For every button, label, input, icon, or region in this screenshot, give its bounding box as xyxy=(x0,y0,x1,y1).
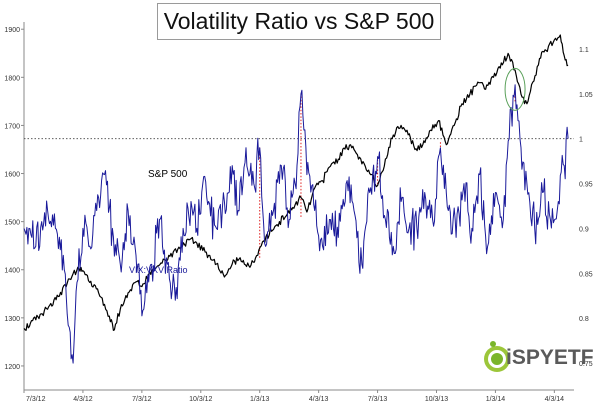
left-axis-ticks: 1200 1300 1400 1500 1600 1700 1800 1900 xyxy=(4,27,24,371)
chart-title-box: Volatility Ratio vs S&P 500 xyxy=(157,3,441,40)
left-tick-label: 1400 xyxy=(4,268,20,275)
left-tick-label: 1200 xyxy=(4,364,20,371)
x-tick-label: 7/3/12 xyxy=(26,396,46,403)
ispyetf-logo: iSPYETF xyxy=(482,339,594,377)
x-tick-label: 4/3/14 xyxy=(545,396,565,403)
right-tick-label: 1 xyxy=(579,137,583,144)
left-tick-label: 1800 xyxy=(4,75,20,82)
x-tick-label: 1/3/13 xyxy=(250,396,270,403)
x-tick-label: 10/3/13 xyxy=(425,396,448,403)
x-tick-label: 4/3/12 xyxy=(73,396,93,403)
chart-title: Volatility Ratio vs S&P 500 xyxy=(163,8,435,34)
drop-lines-group xyxy=(259,84,516,258)
right-tick-label: 0.85 xyxy=(579,271,593,278)
right-axis-ticks: 0.75 0.8 0.85 0.9 0.95 1 1.05 1.1 xyxy=(579,47,593,368)
right-tick-label: 0.95 xyxy=(579,182,593,189)
x-tick-label: 10/3/12 xyxy=(189,396,212,403)
sp500-label: S&P 500 xyxy=(148,169,188,180)
left-tick-label: 1900 xyxy=(4,27,20,34)
x-tick-label: 4/3/13 xyxy=(309,396,329,403)
left-tick-label: 1300 xyxy=(4,316,20,323)
right-tick-label: 0.8 xyxy=(579,316,589,323)
vix-vxv-ratio-line xyxy=(23,84,569,364)
x-axis-ticks: 7/3/12 4/3/12 7/3/12 10/3/12 1/3/13 4/3/13 7/3… xyxy=(23,390,565,403)
sp500-line xyxy=(23,34,569,331)
right-tick-label: 0.75 xyxy=(579,361,593,368)
x-tick-label: 1/3/14 xyxy=(486,396,506,403)
right-tick-label: 0.9 xyxy=(579,226,589,233)
left-tick-label: 1500 xyxy=(4,220,20,227)
highlight-ellipse xyxy=(504,67,526,111)
logo-mark-icon xyxy=(484,341,510,372)
x-tick-label: 7/3/13 xyxy=(368,396,388,403)
logo-text: iSPYETF xyxy=(506,346,594,369)
x-tick-label: 7/3/12 xyxy=(132,396,152,403)
vix-vxv-ratio-label: VIX:VXV Ratio xyxy=(129,265,188,275)
left-tick-label: 1700 xyxy=(4,123,20,130)
series-group xyxy=(23,34,569,364)
left-tick-label: 1600 xyxy=(4,172,20,179)
right-tick-label: 1.1 xyxy=(579,47,589,54)
right-tick-label: 1.05 xyxy=(579,92,593,99)
annotations-group: S&P 500 VIX:VXV Ratio xyxy=(129,67,526,275)
